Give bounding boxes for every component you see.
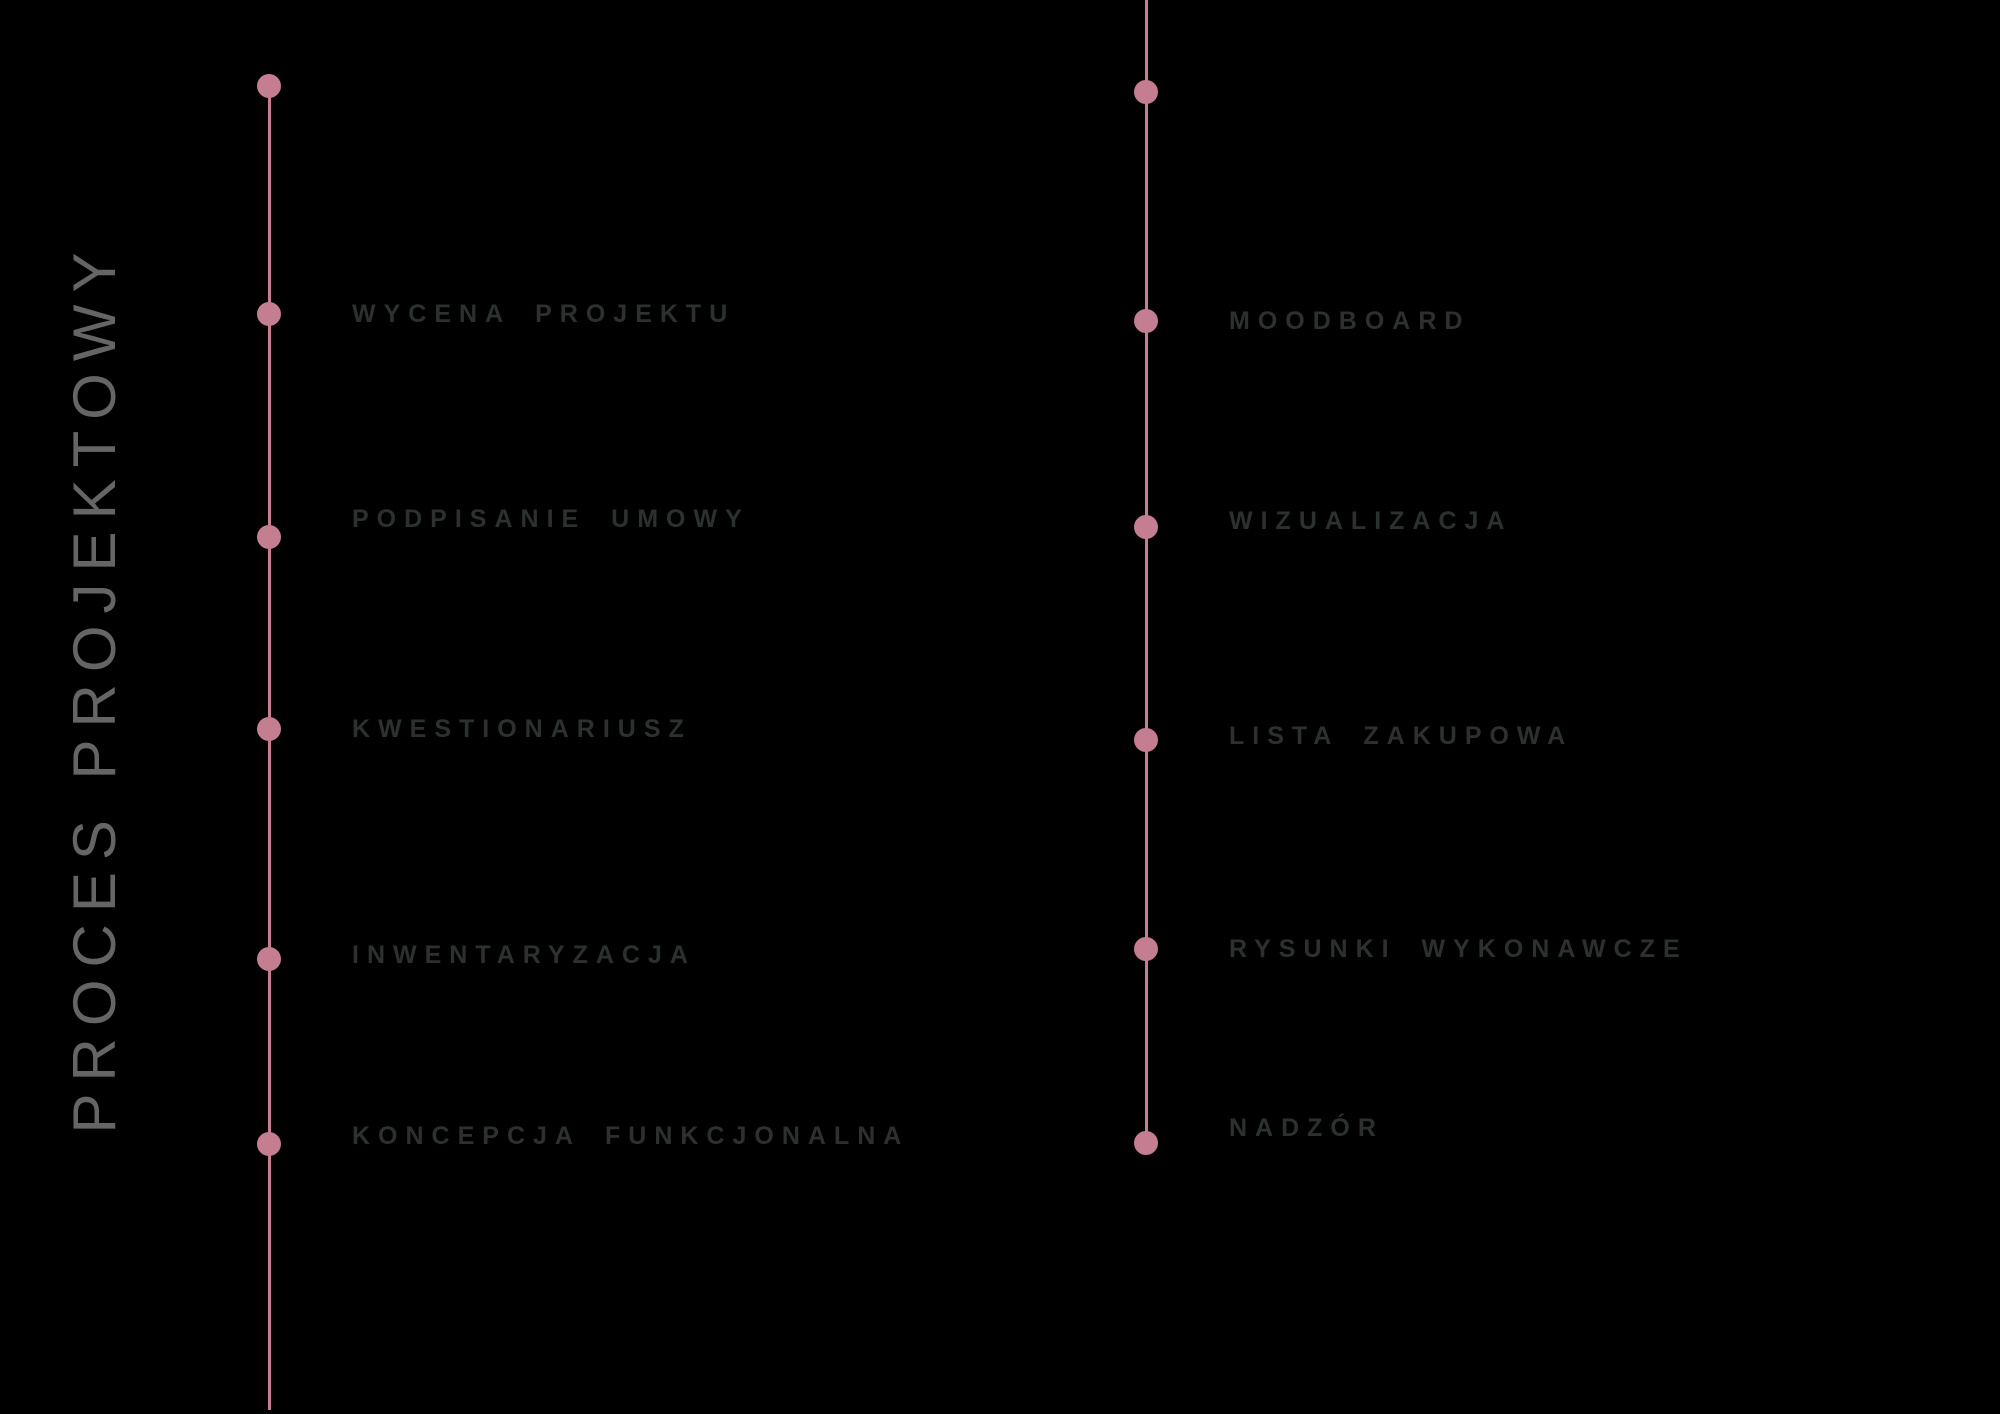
timeline-step-label: INWENTARYZACJA — [352, 941, 696, 969]
timeline-dot — [257, 1132, 281, 1156]
timeline-dot — [1134, 515, 1158, 539]
timeline-line — [267, 86, 271, 1410]
timeline-step-label: WYCENA PROJEKTU — [352, 300, 736, 328]
timeline-dot — [1134, 309, 1158, 333]
timeline-step-label: WIZUALIZACJA — [1229, 507, 1513, 535]
timeline-dot — [257, 947, 281, 971]
timeline-step-label: NADZÓR — [1229, 1114, 1384, 1142]
vertical-title: PROCES PROJEKTOWY — [61, 240, 128, 1134]
timeline-step-label: KWESTIONARIUSZ — [352, 715, 692, 743]
timeline-step-label: KONCEPCJA FUNKCJONALNA — [352, 1122, 910, 1150]
timeline-step-label: RYSUNKI WYKONAWCZE — [1229, 935, 1688, 963]
timeline-dot — [1134, 80, 1158, 104]
timeline-dot — [257, 74, 281, 98]
timeline-step-label: MOODBOARD — [1229, 307, 1471, 335]
timeline-dot — [257, 525, 281, 549]
timeline-dot — [1134, 728, 1158, 752]
timeline-dot — [1134, 1131, 1158, 1155]
timeline-dot — [257, 302, 281, 326]
timeline-step-label: PODPISANIE UMOWY — [352, 505, 750, 533]
timeline-step-label: LISTA ZAKUPOWA — [1229, 722, 1574, 750]
timeline-dot — [1134, 937, 1158, 961]
timeline-dot — [257, 717, 281, 741]
timeline-line — [1144, 0, 1148, 1143]
